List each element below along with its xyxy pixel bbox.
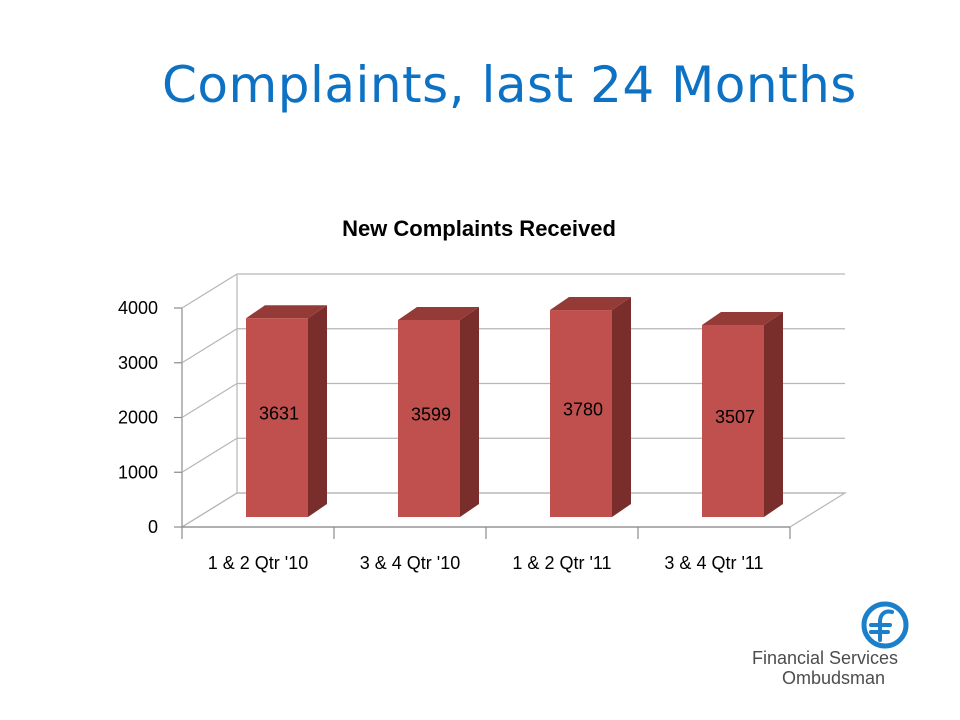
bar-data-label: 3631 [259, 404, 299, 424]
x-category-label: 1 & 2 Qtr '11 [512, 553, 611, 573]
bar-side [308, 305, 327, 517]
bar: 3599 [398, 306, 479, 517]
bar-front [550, 310, 612, 517]
y-tick-label: 4000 [118, 298, 158, 318]
bar-top [398, 306, 479, 320]
grid-line-side [181, 382, 238, 419]
y-tick-label: 3000 [118, 353, 158, 373]
bar-side [612, 297, 631, 517]
grid-line-side [181, 328, 238, 364]
bar-front [398, 319, 460, 517]
bar-front [702, 324, 764, 517]
y-tick-label: 2000 [118, 408, 158, 428]
chart-title: New Complaints Received [342, 216, 616, 241]
bar: 3780 [550, 297, 631, 517]
bar-side [460, 306, 479, 517]
y-axis-ticks: 0 1000 2000 3000 4000 [118, 298, 182, 537]
y-tick-label: 0 [148, 517, 158, 537]
bar-data-label: 3780 [563, 400, 603, 420]
fos-logo: Financial Services Ombudsman [740, 600, 940, 690]
bars: 3631 3599 3780 3507 [246, 297, 783, 517]
bar: 3507 [702, 311, 783, 517]
x-category-label: 3 & 4 Qtr '10 [360, 553, 461, 573]
bar-top [702, 311, 783, 325]
fos-logo-icon [861, 601, 909, 649]
bar-top [246, 305, 327, 319]
bar-data-label: 3599 [411, 404, 451, 424]
bar-front [246, 318, 308, 517]
logo-line-2: Ombudsman [782, 668, 886, 688]
bar-side [764, 311, 783, 517]
grid-line-side [181, 273, 238, 309]
bar: 3631 [246, 305, 327, 517]
x-category-label: 3 & 4 Qtr '11 [664, 553, 763, 573]
x-category-label: 1 & 2 Qtr '10 [208, 553, 309, 573]
y-tick-label: 1000 [118, 462, 158, 482]
bar-data-label: 3507 [715, 407, 755, 427]
slide-title: Complaints, last 24 Months [162, 56, 857, 114]
bar-top [550, 297, 631, 311]
logo-line-1: Financial Services [752, 648, 899, 668]
x-axis-categories: 1 & 2 Qtr '10 3 & 4 Qtr '10 1 & 2 Qtr '11 3… [181, 526, 791, 573]
grid-line-side [181, 437, 238, 473]
